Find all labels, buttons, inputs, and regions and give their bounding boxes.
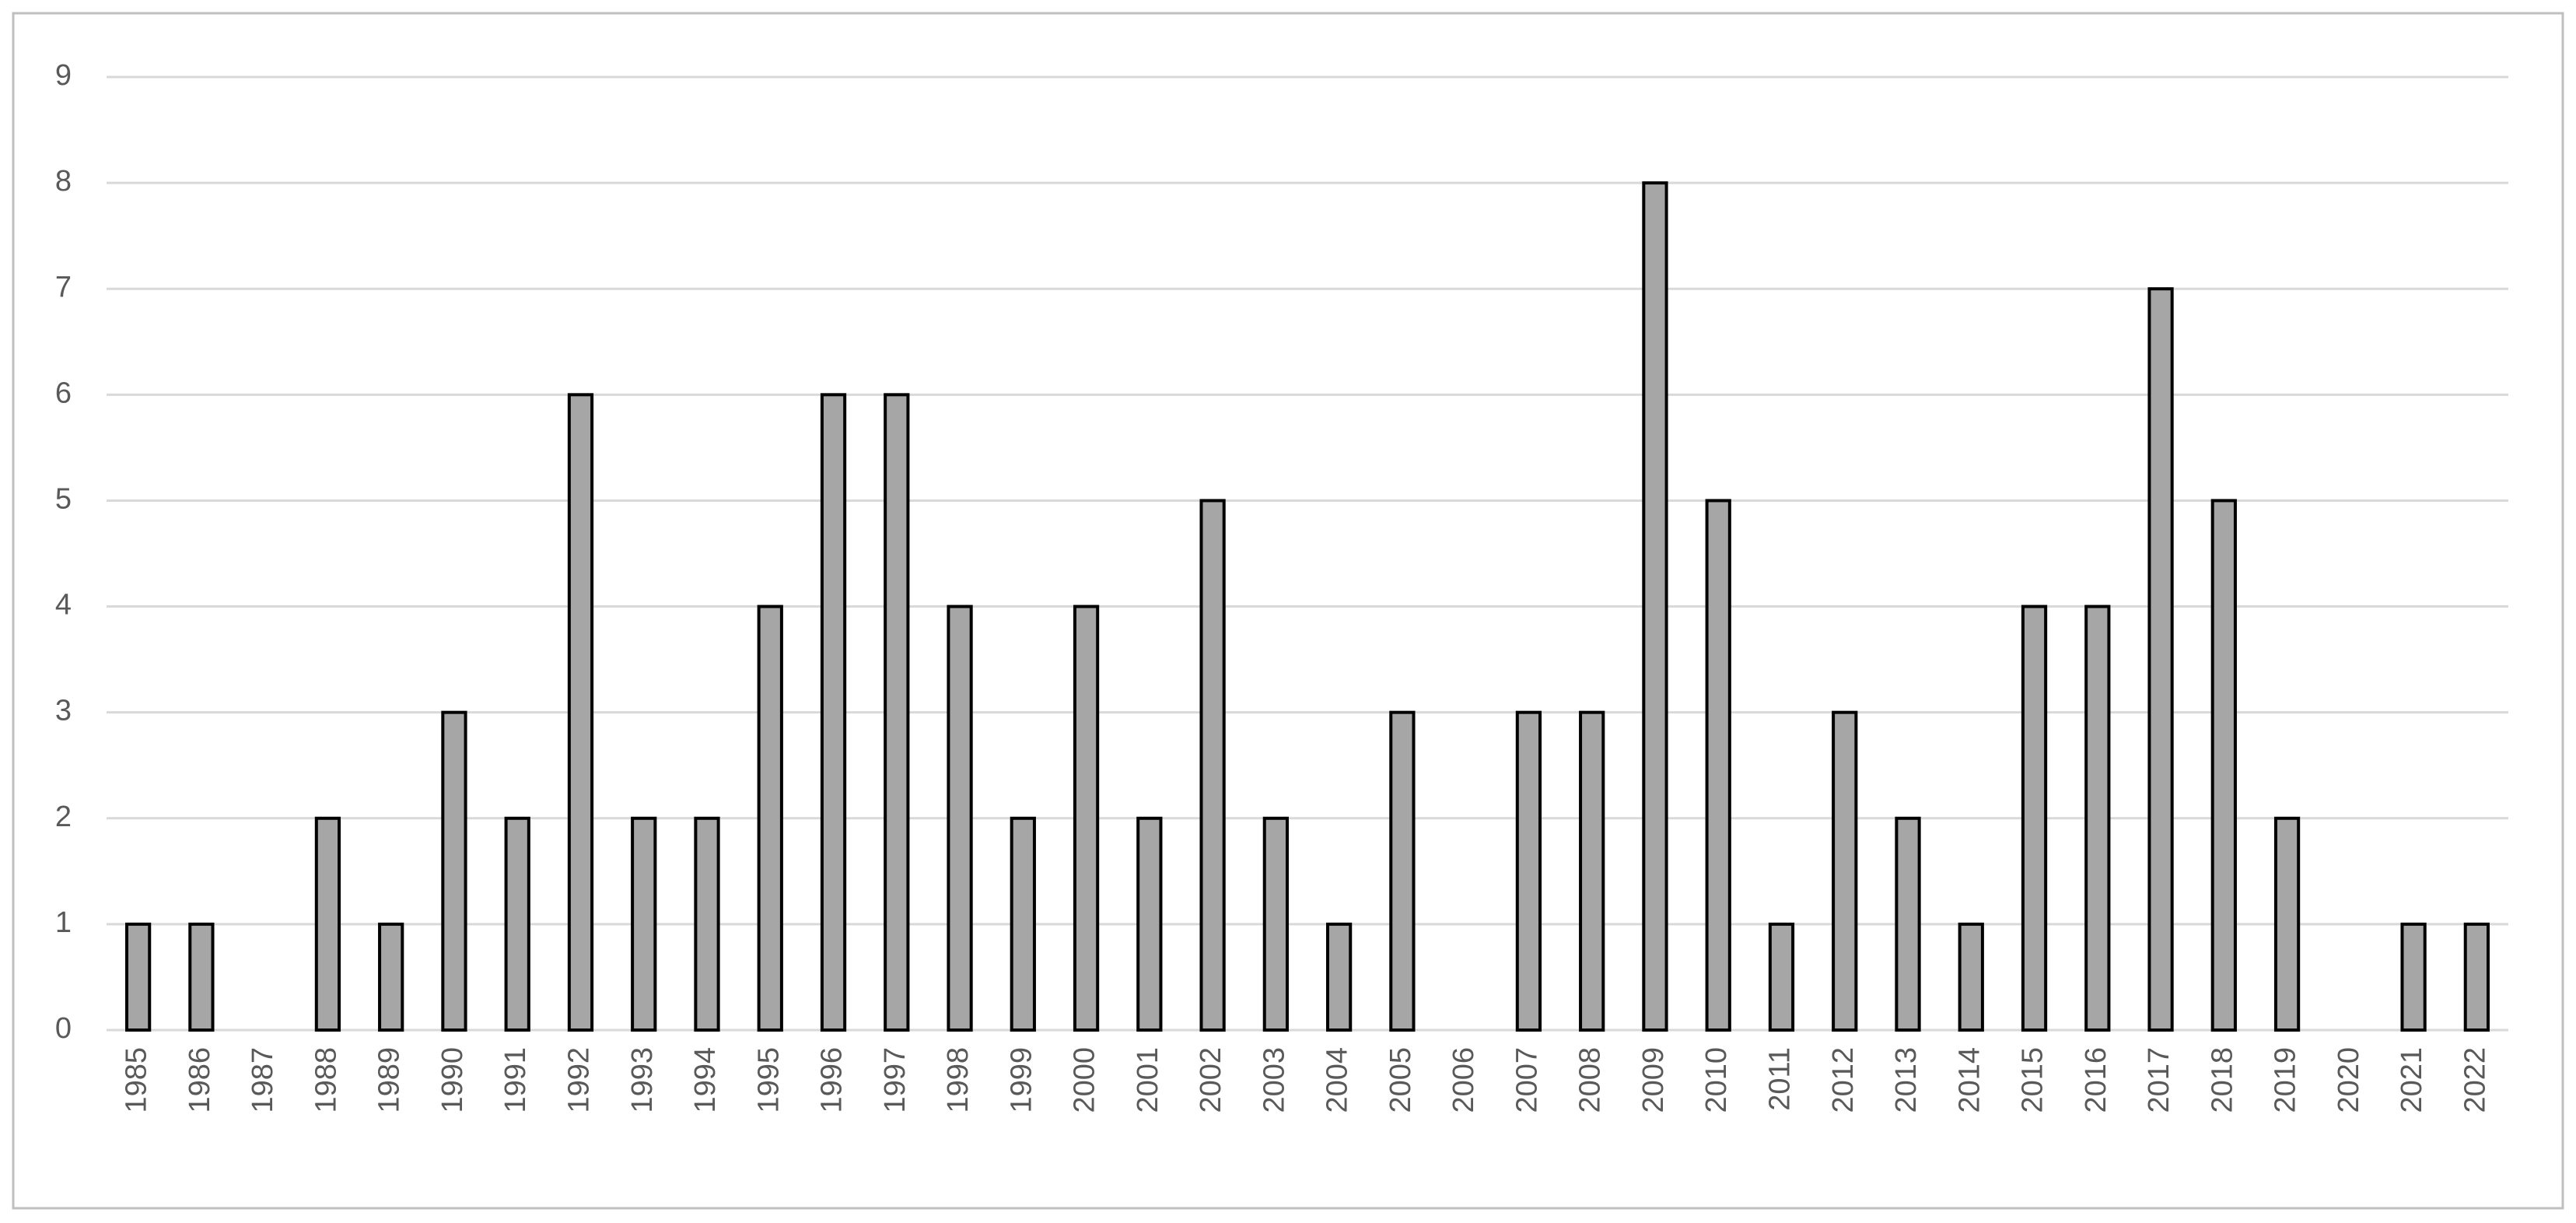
bar [441,710,467,1032]
x-tick-label: 2007 [1510,1047,1543,1113]
x-tick-label: 2000 [1069,1047,1101,1113]
bar [188,922,215,1032]
bar [378,922,404,1032]
bar [884,393,910,1032]
x-tick-label: 1985 [121,1047,153,1113]
x-tick-label: 2014 [1953,1047,1986,1113]
y-tick-label: 7 [55,271,72,303]
x-tick-label: 2019 [2270,1047,2302,1113]
bar [1515,710,1542,1032]
x-tick-label: 2017 [2143,1047,2175,1113]
y-tick-label: 4 [55,589,72,622]
x-tick-label: 2009 [1637,1047,1670,1113]
bar [2463,922,2490,1032]
y-tick-label: 5 [55,482,72,515]
x-tick-label: 2016 [2080,1047,2112,1113]
bar [1326,922,1353,1032]
bar [1073,604,1100,1032]
x-tick-label: 1994 [689,1047,722,1113]
x-tick-label: 1988 [310,1047,342,1113]
x-tick-label: 1993 [626,1047,659,1113]
x-tick-label: 1995 [752,1047,785,1113]
x-tick-label: 2015 [2017,1047,2049,1113]
x-tick-label: 2022 [2459,1047,2491,1113]
x-tick-label: 1997 [879,1047,912,1113]
x-tick-label: 1986 [184,1047,216,1113]
x-tick-label: 2012 [1827,1047,1860,1113]
bar [1958,922,1984,1032]
x-tick-label: 2002 [1195,1047,1227,1113]
x-tick-label: 1991 [499,1047,532,1113]
bar [2273,816,2301,1032]
x-tick-label: 2021 [2396,1047,2428,1113]
bar [2021,604,2048,1032]
x-tick-label: 1996 [816,1047,849,1113]
bar [2147,287,2174,1032]
bar [1768,922,1795,1032]
bar [1136,816,1163,1032]
x-tick-label: 2018 [2206,1047,2238,1113]
bar [820,393,847,1032]
bar [947,604,973,1032]
x-tick-label: 1987 [247,1047,279,1113]
x-tick-label: 1999 [1005,1047,1038,1113]
bar [1832,710,1858,1032]
y-tick-label: 1 [55,906,72,939]
x-tick-label: 2003 [1258,1047,1290,1113]
bar [314,816,341,1032]
y-tick-label: 2 [55,801,72,833]
x-tick-label: 2004 [1321,1047,1354,1113]
x-tick-label: 2001 [1132,1047,1164,1113]
bar [1010,816,1036,1032]
y-tick-label: 9 [55,59,72,92]
bar [125,922,152,1032]
x-tick-label: 2010 [1700,1047,1733,1113]
bar [757,604,783,1032]
x-tick-label: 1998 [942,1047,975,1113]
bar [2400,922,2427,1032]
y-tick-label: 6 [55,377,72,409]
bar [504,816,530,1032]
bar [2210,499,2237,1032]
bar [1705,499,1731,1032]
y-tick-label: 3 [55,695,72,727]
bar [567,393,594,1032]
bar [694,816,720,1032]
bar [1389,710,1416,1032]
bar [631,816,657,1032]
x-tick-label: 2006 [1447,1047,1480,1113]
x-tick-label: 1989 [373,1047,406,1113]
bar [2084,604,2111,1032]
x-tick-label: 1990 [436,1047,469,1113]
x-tick-label: 2013 [1890,1047,1923,1113]
x-tick-label: 2011 [1764,1047,1797,1111]
bar [1579,710,1605,1032]
x-tick-label: 1992 [563,1047,596,1113]
bar [1895,816,1921,1032]
y-tick-label: 0 [55,1012,72,1045]
bar [1642,181,1668,1032]
bar [1262,816,1289,1032]
x-tick-label: 2020 [2333,1047,2365,1113]
x-tick-label: 2008 [1574,1047,1607,1113]
y-tick-label: 8 [55,165,72,198]
x-tick-label: 2005 [1384,1047,1417,1113]
bar [1199,499,1226,1032]
